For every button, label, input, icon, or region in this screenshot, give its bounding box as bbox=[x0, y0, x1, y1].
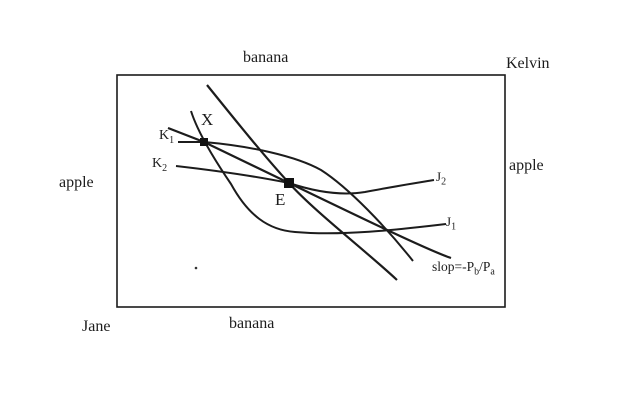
origin-label-kelvin: Kelvin bbox=[506, 55, 550, 72]
axis-label-banana-top: banana bbox=[243, 49, 289, 66]
steep-price-line bbox=[206, 84, 398, 281]
curve-k2-label: K2 bbox=[152, 156, 168, 174]
origin-label-jane: Jane bbox=[82, 318, 111, 335]
point-e-marker bbox=[284, 178, 294, 188]
slope-label-sub1: b bbox=[474, 266, 480, 278]
axis-label-banana-bottom: banana bbox=[229, 315, 275, 332]
curve-j2-label-base: J bbox=[436, 169, 442, 184]
point-e-label: E bbox=[275, 190, 286, 209]
slope-label-part1: slop=-P bbox=[432, 259, 475, 274]
axis-label-apple-left: apple bbox=[59, 174, 94, 191]
curve-j1-label-sub: 1 bbox=[451, 221, 457, 233]
curve-k1-label-base: K bbox=[159, 128, 170, 143]
curve-j2-label: J2 bbox=[436, 169, 446, 187]
curve-k1 bbox=[178, 141, 414, 262]
curve-k2-label-sub: 2 bbox=[162, 162, 168, 174]
axis-label-apple-right: apple bbox=[509, 157, 544, 174]
curve-k2 bbox=[175, 165, 290, 184]
point-x-label: X bbox=[201, 110, 214, 129]
curve-j1 bbox=[190, 110, 447, 235]
curve-j1-label-base: J bbox=[446, 214, 452, 229]
curve-j1-label: J1 bbox=[446, 214, 456, 232]
curve-j2 bbox=[288, 179, 435, 195]
slope-label-sub2: a bbox=[490, 266, 495, 278]
curve-j2-label-sub: 2 bbox=[441, 176, 447, 188]
stray-dot bbox=[194, 266, 198, 270]
point-x-marker bbox=[200, 138, 208, 146]
box-border bbox=[116, 74, 506, 308]
curve-k1-label: K1 bbox=[159, 128, 175, 146]
slope-label: slop=-Pb/Pa bbox=[432, 259, 495, 277]
curve-k2-label-base: K bbox=[152, 156, 163, 171]
budget-line bbox=[167, 126, 452, 260]
curve-k1-label-sub: 1 bbox=[169, 134, 175, 146]
slope-label-part2: /P bbox=[479, 259, 491, 274]
